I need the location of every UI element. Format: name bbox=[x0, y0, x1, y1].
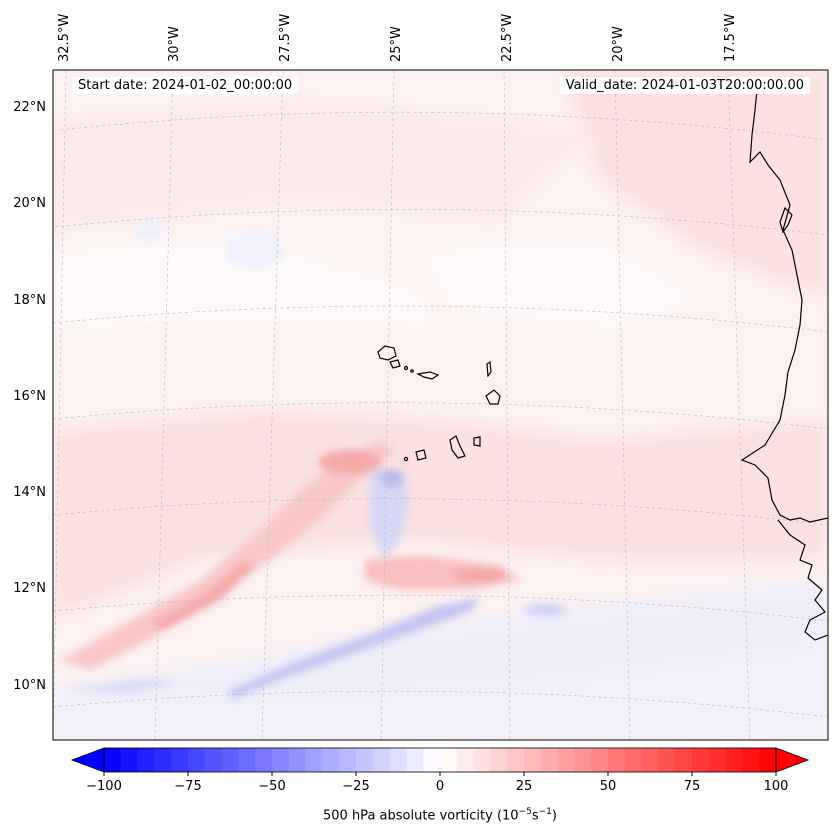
colorbar-cell bbox=[641, 748, 659, 772]
colorbar-cell bbox=[406, 748, 424, 772]
colorbar-min-extension bbox=[70, 747, 105, 773]
colorbar-cell bbox=[389, 748, 407, 772]
colorbar-cell bbox=[305, 748, 323, 772]
colorbar-cell bbox=[120, 748, 139, 772]
colorbar-tick-label: 75 bbox=[684, 779, 701, 794]
lat-label: 12°N bbox=[13, 581, 46, 596]
colorbar-cell bbox=[104, 748, 122, 772]
lat-label: 20°N bbox=[13, 196, 46, 211]
lat-label: 14°N bbox=[13, 485, 46, 500]
colorbar-cell bbox=[171, 748, 189, 772]
cape-verde-islands bbox=[377, 345, 501, 462]
lon-label: 32.5°W bbox=[57, 14, 72, 62]
colorbar-cell bbox=[608, 748, 626, 772]
colorbar-cell bbox=[221, 748, 239, 772]
colorbar-cell bbox=[591, 748, 609, 772]
colorbar-cell bbox=[507, 748, 525, 772]
colorbar-cell bbox=[742, 748, 760, 772]
valid-date-label: Valid_date: 2024-01-03T20:00:00.00 bbox=[559, 77, 810, 94]
colorbar-cell bbox=[154, 748, 172, 772]
colorbar-cell bbox=[759, 748, 777, 772]
colorbar-cell bbox=[725, 748, 743, 772]
colorbar-cell bbox=[675, 748, 693, 772]
colorbar-cell bbox=[423, 748, 441, 772]
island-brava bbox=[403, 456, 409, 462]
lon-label: 30°W bbox=[167, 26, 182, 62]
colorbar-cell bbox=[473, 748, 491, 772]
lon-label: 17.5°W bbox=[723, 14, 738, 62]
lat-label: 16°N bbox=[13, 389, 46, 404]
island-fogo bbox=[415, 449, 427, 461]
island-santa-luzia bbox=[403, 365, 409, 371]
island-sao-vicente bbox=[389, 359, 401, 369]
colorbar-cell bbox=[255, 748, 273, 772]
lon-label: 27.5°W bbox=[278, 14, 293, 62]
colorbar-cell bbox=[692, 748, 710, 772]
colorbar-tick-label: 0 bbox=[436, 779, 444, 794]
lon-label: 25°W bbox=[389, 26, 404, 62]
colorbar-ticks: −100 −75 −50 −25 0 25 50 75 100 bbox=[86, 772, 788, 794]
colorbar: −100 −75 −50 −25 0 25 50 75 100 bbox=[70, 747, 810, 794]
colorbar-cell bbox=[137, 748, 155, 772]
colorbar-cell bbox=[624, 748, 643, 772]
colorbar-cell bbox=[456, 748, 475, 772]
island-boa-vista bbox=[485, 389, 501, 405]
colorbar-cell bbox=[204, 748, 223, 772]
colorbar-cell bbox=[708, 748, 727, 772]
colorbar-tick-label: −100 bbox=[86, 779, 122, 794]
colorbar-cell bbox=[574, 748, 592, 772]
longitude-labels: 32.5°W 30°W 27.5°W 25°W 22.5°W 20°W 17.5… bbox=[57, 14, 738, 62]
colorbar-label: 500 hPa absolute vorticity (10−5s−1) bbox=[323, 807, 557, 824]
colorbar-cell bbox=[490, 748, 508, 772]
colorbar-tick-label: −75 bbox=[174, 779, 201, 794]
island-santiago bbox=[449, 435, 466, 459]
colorbar-cell bbox=[372, 748, 391, 772]
island-sao-nicolau bbox=[416, 371, 440, 380]
lat-label: 22°N bbox=[13, 100, 46, 115]
latitude-labels: 22°N 20°N 18°N 16°N 14°N 12°N 10°N bbox=[13, 100, 46, 693]
colorbar-cell bbox=[524, 748, 542, 772]
colorbar-cell bbox=[356, 748, 374, 772]
colorbar-cell bbox=[658, 748, 676, 772]
map-frame bbox=[52, 69, 829, 741]
colorbar-tick-label: −50 bbox=[258, 779, 285, 794]
colorbar-cells bbox=[104, 748, 777, 772]
graticule bbox=[53, 70, 828, 740]
colorbar-cell bbox=[238, 748, 256, 772]
colorbar-cell bbox=[440, 748, 458, 772]
colorbar-tick-label: 25 bbox=[516, 779, 533, 794]
start-date-label: Start date: 2024-01-02_00:00:00 bbox=[72, 77, 299, 94]
colorbar-tick-label: 50 bbox=[600, 779, 617, 794]
lon-label: 22.5°W bbox=[500, 14, 515, 62]
island-santo-antao bbox=[377, 345, 397, 361]
colorbar-max-extension bbox=[775, 747, 810, 773]
lat-label: 18°N bbox=[13, 293, 46, 308]
colorbar-cell bbox=[272, 748, 290, 772]
colorbar-cell bbox=[540, 748, 559, 772]
colorbar-tick-label: −25 bbox=[342, 779, 369, 794]
colorbar-cell bbox=[288, 748, 307, 772]
coastline bbox=[740, 89, 828, 641]
lat-label: 10°N bbox=[13, 678, 46, 693]
island-sal bbox=[486, 360, 492, 378]
island-maio bbox=[473, 436, 481, 447]
colorbar-cell bbox=[322, 748, 340, 772]
colorbar-cell bbox=[188, 748, 206, 772]
colorbar-tick-label: 100 bbox=[764, 779, 789, 794]
colorbar-cell bbox=[339, 748, 357, 772]
vorticity-field bbox=[53, 70, 828, 740]
colorbar-cell bbox=[557, 748, 575, 772]
lon-label: 20°W bbox=[611, 26, 626, 62]
